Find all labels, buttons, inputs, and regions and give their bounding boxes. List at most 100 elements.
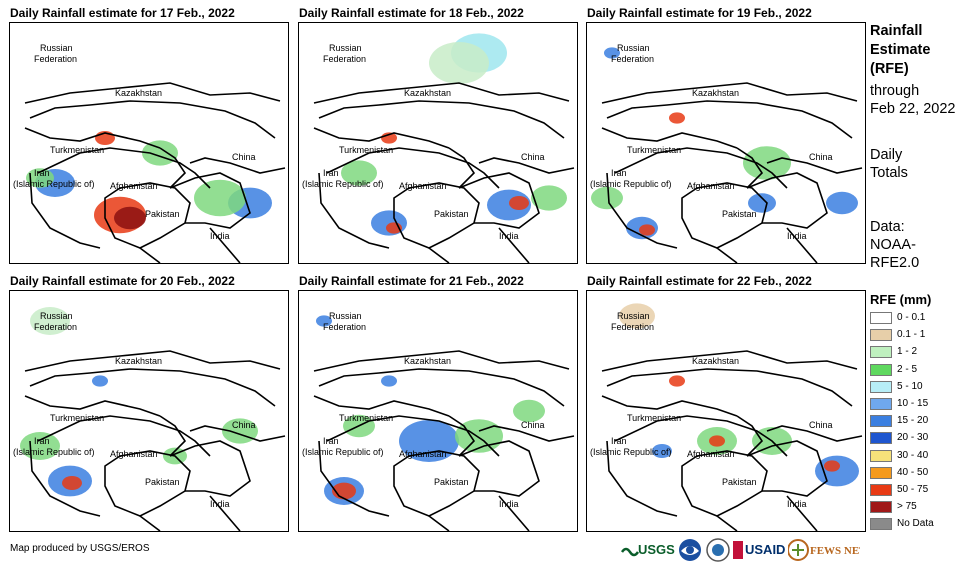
sidebar-rainfall: Rainfall [870, 23, 923, 39]
country-label: Iran [323, 168, 339, 178]
sidebar-through: through [870, 83, 920, 99]
country-label: Federation [611, 322, 654, 332]
rainfall-area [604, 47, 620, 59]
country-label: Kazakhstan [692, 88, 739, 98]
rainfall-area [114, 206, 146, 230]
country-label: Pakistan [145, 477, 180, 487]
country-border [614, 147, 788, 189]
rainfall-area [316, 315, 332, 327]
rainfall-area [26, 168, 54, 188]
country-label: China [232, 420, 256, 430]
country-border [29, 172, 101, 249]
legend-item: 50 - 75 [870, 483, 962, 497]
legend-label: 2 - 5 [897, 363, 918, 375]
rainfall-area [381, 375, 397, 387]
country-label: Turkmenistan [339, 145, 393, 155]
legend-label: 10 - 15 [897, 398, 929, 409]
country-label: Russian [40, 311, 73, 321]
legend-swatch [870, 449, 892, 462]
rainfall-area [194, 179, 246, 217]
sidebar-date: Feb 22, 2022 [870, 101, 956, 117]
country-label: Iran [611, 436, 627, 446]
country-label: India [499, 231, 519, 241]
usaid-logo: USAID [733, 538, 785, 562]
country-border [601, 350, 858, 372]
country-border [746, 172, 828, 229]
rainfall-area [513, 399, 545, 423]
rainfall-area [619, 303, 655, 329]
country-border [169, 172, 251, 229]
legend-label: No Data [897, 518, 934, 530]
legend-label: 50 - 75 [897, 484, 929, 495]
country-label: India [210, 499, 230, 509]
legend-item: 5 - 10 [870, 380, 962, 394]
country-border [716, 227, 818, 263]
country-label: Iran [34, 436, 50, 446]
country-border [606, 100, 853, 139]
country-label: Afghanistan [399, 181, 447, 191]
country-label: Federation [34, 322, 77, 332]
country-label: India [210, 231, 230, 241]
country-label: (Islamic Republic of) [590, 447, 672, 457]
legend-item: 30 - 40 [870, 449, 962, 463]
country-label: Iran [323, 436, 339, 446]
map-panel: Russian Federation Kazakhstan Turkmenistan I… [298, 22, 578, 264]
country-label: India [787, 231, 807, 241]
legend-item: 10 - 15 [870, 397, 962, 411]
country-border [746, 440, 828, 497]
rainfall-area [92, 375, 108, 387]
legend-label: 0.1 - 1 [897, 329, 926, 341]
map-panel: Russian Federation Kazakhstan Turkmenistan I… [586, 22, 866, 264]
country-label: Turkmenistan [50, 413, 104, 423]
country-label: Federation [34, 54, 77, 64]
country-border [139, 495, 241, 531]
country-border [448, 147, 476, 189]
country-border [601, 82, 858, 104]
country-label: (Islamic Republic of) [13, 179, 95, 189]
panel-title-6: Daily Rainfall estimate for 22 Feb., 202… [587, 274, 812, 288]
legend-label: > 75 [897, 501, 917, 513]
country-label: Pakistan [434, 477, 469, 487]
country-border [24, 350, 281, 372]
country-border [24, 82, 281, 104]
country-label: Iran [34, 168, 50, 178]
rainfall-area [509, 196, 529, 210]
country-border [326, 147, 500, 189]
legend-item: > 75 [870, 500, 962, 514]
country-border [448, 415, 476, 457]
country-label: China [232, 152, 256, 162]
fewsnet-logo: FEWS NET [787, 538, 867, 562]
country-border [601, 127, 738, 149]
sidebar-data-label: Data: [870, 219, 905, 235]
sidebar-rfe: (RFE) [870, 61, 909, 77]
country-border [159, 147, 187, 189]
country-border [29, 440, 101, 517]
legend-item: 15 - 20 [870, 414, 962, 428]
country-border [313, 350, 570, 372]
country-border [478, 157, 575, 174]
sidebar-noaa: NOAA- [870, 237, 916, 253]
country-label: (Islamic Republic of) [302, 447, 384, 457]
country-label: Pakistan [722, 477, 757, 487]
credit-text: Map produced by USGS/EROS [10, 543, 150, 554]
sidebar-totals: Totals [870, 165, 908, 181]
panel-title-1: Daily Rainfall estimate for 17 Feb., 202… [10, 6, 235, 20]
legend-label: 40 - 50 [897, 466, 929, 478]
country-border [37, 415, 211, 457]
legend-swatch [870, 363, 892, 376]
country-border [766, 157, 863, 174]
rainfall-area [709, 435, 725, 447]
rainfall-area [639, 224, 655, 236]
country-label: China [809, 420, 833, 430]
country-label: (Islamic Republic of) [302, 179, 384, 189]
legend-label: 15 - 20 [897, 415, 929, 427]
country-border [159, 415, 187, 457]
rainfall-area [341, 160, 377, 186]
country-label: (Islamic Republic of) [13, 447, 95, 457]
country-label: Afghanistan [399, 449, 447, 459]
country-border [736, 147, 764, 189]
rainfall-area [669, 112, 685, 124]
